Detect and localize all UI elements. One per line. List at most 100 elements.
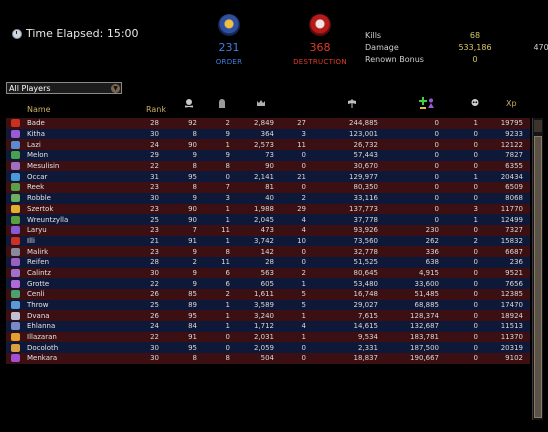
cell-kill-assists: 2 — [301, 194, 306, 203]
cell-protection: 0 — [473, 151, 478, 160]
cell-xp: 9521 — [505, 268, 523, 277]
player-filter-select[interactable]: All Players ▼ — [6, 82, 122, 94]
cell-healing: 32,778 — [353, 247, 379, 256]
player-row[interactable]: Throw 25 89 1 3,589 5 29,027 68,885 0 17470 — [6, 299, 530, 311]
player-row[interactable]: Cenli 26 85 2 1,611 5 16,748 51,485 0 12385 — [6, 289, 530, 300]
skull-crossbones-icon[interactable] — [184, 98, 194, 108]
cell-kill-assists: 1 — [301, 311, 306, 320]
scrollbar[interactable] — [532, 118, 543, 420]
player-name: Calintz — [27, 268, 51, 277]
cell-kill-assists: 0 — [301, 183, 306, 192]
cell-protection: 0 — [473, 258, 478, 267]
cell-damage: 1,988 — [253, 204, 274, 213]
cell-healing: 244,885 — [349, 119, 378, 128]
player-row[interactable]: Grotte 22 9 6 605 1 53,480 33,600 0 7656 — [6, 278, 530, 289]
cell-resurrects: 0 — [434, 162, 439, 171]
player-row[interactable]: Docoloth 30 95 0 2,059 0 2,331 187,500 0 20319 — [6, 342, 530, 354]
cell-xp: 18924 — [500, 311, 523, 320]
player-row[interactable]: Calintz 30 9 6 563 2 80,645 4,915 0 9521 — [6, 267, 530, 279]
career-icon — [11, 247, 20, 256]
player-name: Kitha — [27, 130, 46, 139]
player-row[interactable]: Illi 21 91 1 3,742 10 73,560 262 2 15832 — [6, 235, 530, 247]
scrollbar-thumb[interactable] — [534, 136, 542, 418]
cell-xp: 236 — [509, 258, 523, 267]
cell-protection: 2 — [473, 236, 478, 245]
cell-deaths: 3 — [225, 194, 230, 203]
cell-deaths: 6 — [225, 279, 230, 288]
skull-icon[interactable] — [470, 98, 480, 108]
cell-xp: 20319 — [500, 343, 523, 352]
purple-figure-icon[interactable] — [426, 98, 436, 108]
cell-damage: 90 — [265, 162, 274, 171]
crown-icon[interactable] — [256, 98, 266, 108]
player-name: Reek — [27, 183, 45, 192]
table-header: Name Rank Xp — [0, 96, 548, 118]
cell-rank: 26 — [150, 311, 159, 320]
column-rank[interactable]: Rank — [146, 105, 166, 114]
player-row[interactable]: Wreuntzylla 25 90 1 2,045 4 37,778 0 1 12499 — [6, 214, 530, 225]
career-icon — [11, 215, 20, 224]
cell-deaths: 1 — [225, 311, 230, 320]
player-name: Reifen — [27, 258, 50, 267]
cell-kill-assists: 27 — [297, 119, 306, 128]
cell-kill-assists: 0 — [301, 343, 306, 352]
career-icon — [11, 268, 20, 277]
cell-damage: 3,742 — [253, 236, 274, 245]
player-row[interactable]: Malirk 23 9 8 142 0 32,778 336 0 6687 — [6, 246, 530, 257]
cell-protection: 0 — [473, 130, 478, 139]
player-row[interactable]: Reifen 28 2 11 28 0 51,525 638 0 236 — [6, 256, 530, 268]
cell-killing-blows: 95 — [188, 343, 197, 352]
player-row[interactable]: Kitha 30 8 9 364 3 123,001 0 0 9233 — [6, 128, 530, 140]
cell-kill-assists: 1 — [301, 333, 306, 342]
chevron-down-icon[interactable]: ▼ — [111, 84, 120, 93]
player-row[interactable]: Laryu 23 7 11 473 4 93,926 230 0 7327 — [6, 224, 530, 236]
cell-rank: 26 — [150, 290, 159, 299]
player-row[interactable]: Occar 31 95 0 2,141 21 129,977 0 1 20434 — [6, 171, 530, 183]
player-row[interactable]: Dvana 26 95 1 3,240 1 7,615 128,374 0 18924 — [6, 310, 530, 322]
cell-resurrects: 132,687 — [410, 322, 439, 331]
player-name: Occar — [27, 172, 48, 181]
order-realm: 231 ORDER — [189, 14, 269, 66]
cell-xp: 9233 — [505, 130, 523, 139]
cell-protection: 0 — [473, 301, 478, 310]
player-name: Menkara — [27, 354, 58, 363]
cell-killing-blows: 9 — [192, 247, 197, 256]
summary-order-value: 0 — [472, 55, 478, 64]
player-row[interactable]: Melon 29 9 9 73 0 57,443 0 0 7827 — [6, 150, 530, 161]
cell-rank: 30 — [150, 130, 159, 139]
player-row[interactable]: Mesulisin 22 8 8 90 0 30,670 0 0 6355 — [6, 160, 530, 172]
cell-deaths: 1 — [225, 236, 230, 245]
player-name: Malirk — [27, 247, 49, 256]
career-icon — [11, 140, 20, 149]
order-score: 231 — [218, 41, 240, 54]
player-row[interactable]: Ehlanna 24 84 1 1,712 4 14,615 132,687 0 11513 — [6, 321, 530, 332]
cell-deaths: 1 — [225, 215, 230, 224]
player-row[interactable]: Illazaran 22 91 0 2,031 1 9,534 183,781 0 11370 — [6, 331, 530, 343]
player-row[interactable]: Menkara 30 8 8 504 0 18,837 190,667 0 9102 — [6, 353, 530, 364]
cell-deaths: 8 — [225, 247, 230, 256]
cell-healing: 53,480 — [353, 279, 379, 288]
column-xp[interactable]: Xp — [506, 99, 517, 108]
summary-destruction-value: 9 — [505, 30, 548, 42]
cell-healing: 16,748 — [353, 290, 379, 299]
scroll-up-button[interactable] — [534, 120, 542, 132]
cell-healing: 30,670 — [353, 162, 379, 171]
career-icon — [11, 311, 20, 320]
player-row[interactable]: Reek 23 8 7 81 0 80,350 0 0 6509 — [6, 182, 530, 193]
summary-row: Damage 533,186 470,191 — [365, 42, 548, 54]
cell-damage: 2,849 — [253, 119, 274, 128]
cell-healing: 51,525 — [353, 258, 379, 267]
cell-resurrects: 0 — [434, 215, 439, 224]
cell-xp: 20434 — [500, 172, 523, 181]
column-name[interactable]: Name — [27, 105, 51, 114]
green-cross-icon[interactable] — [418, 96, 428, 110]
axe-icon[interactable] — [347, 98, 357, 108]
cell-resurrects: 638 — [425, 258, 439, 267]
player-row[interactable]: Bade 28 92 2 2,849 27 244,885 0 1 19795 — [6, 118, 530, 129]
player-row[interactable]: Szertok 23 90 1 1,988 29 137,773 0 3 11770 — [6, 203, 530, 215]
player-row[interactable]: Lazi 24 90 1 2,573 11 26,732 0 0 12122 — [6, 139, 530, 151]
cell-resurrects: 336 — [425, 247, 439, 256]
cell-xp: 8068 — [505, 194, 523, 203]
player-row[interactable]: Robble 30 9 3 40 2 33,116 0 0 8068 — [6, 192, 530, 204]
tombstone-icon[interactable] — [217, 98, 227, 108]
